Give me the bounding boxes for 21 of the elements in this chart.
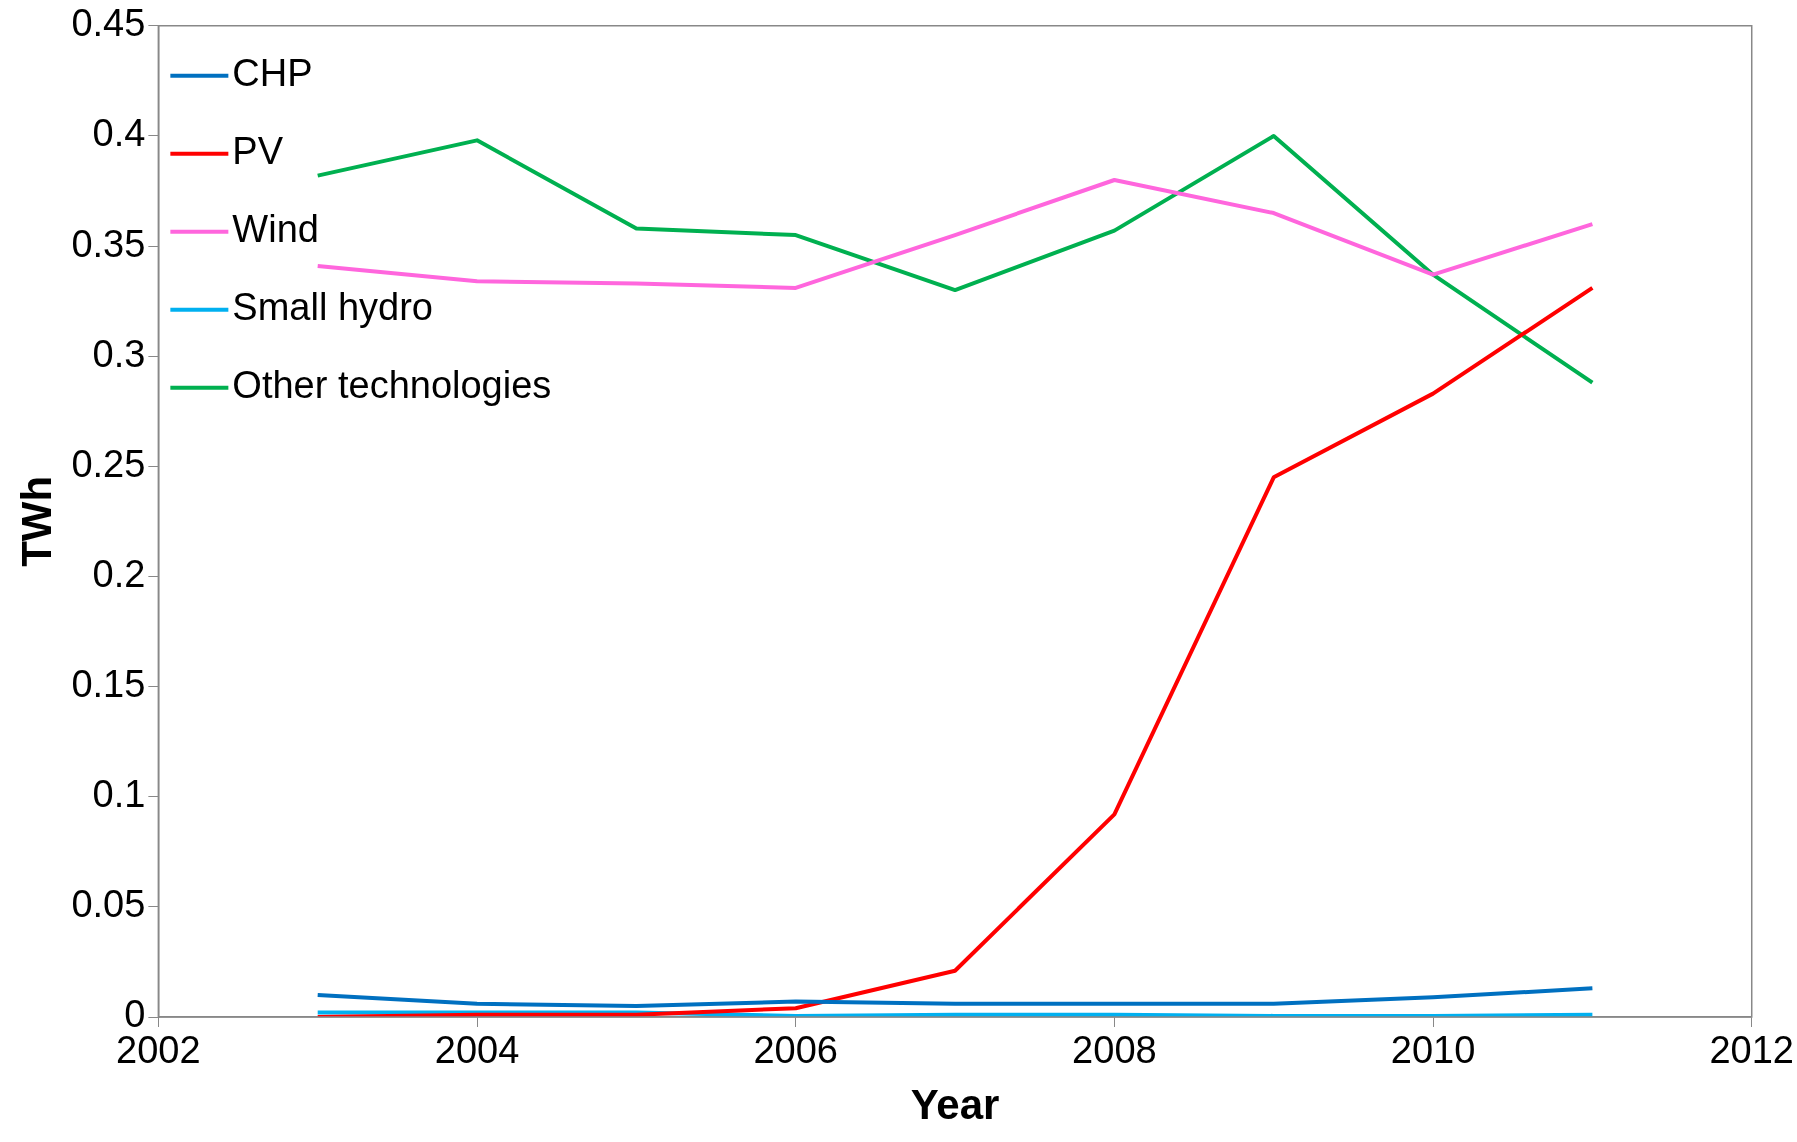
y-tick-label: 0.4 bbox=[92, 112, 146, 155]
legend-label: CHP bbox=[232, 52, 313, 95]
y-tick-label: 0.35 bbox=[71, 222, 146, 265]
y-tick-label: 0.1 bbox=[92, 773, 146, 816]
legend-label: Other technologies bbox=[232, 364, 552, 407]
legend-label: Wind bbox=[232, 208, 319, 251]
x-tick-label: 2010 bbox=[1390, 1029, 1476, 1072]
x-tick-label: 2006 bbox=[753, 1029, 838, 1072]
x-axis-title: Year bbox=[910, 1081, 1000, 1129]
y-tick-label: 0.15 bbox=[71, 663, 146, 706]
y-tick-label: 0.25 bbox=[71, 442, 146, 485]
x-tick-label: 2008 bbox=[1072, 1029, 1157, 1072]
y-tick-label: 0.45 bbox=[71, 2, 146, 45]
x-tick-label: 2004 bbox=[434, 1029, 520, 1072]
legend-label: Small hydro bbox=[232, 286, 433, 329]
y-tick-label: 0.2 bbox=[92, 552, 146, 595]
y-tick-label: 0.05 bbox=[71, 883, 146, 926]
x-tick-label: 2012 bbox=[1709, 1029, 1795, 1072]
legend-label: PV bbox=[232, 130, 284, 173]
y-tick-label: 0.3 bbox=[92, 332, 146, 375]
y-axis-title: TWh bbox=[12, 475, 60, 567]
